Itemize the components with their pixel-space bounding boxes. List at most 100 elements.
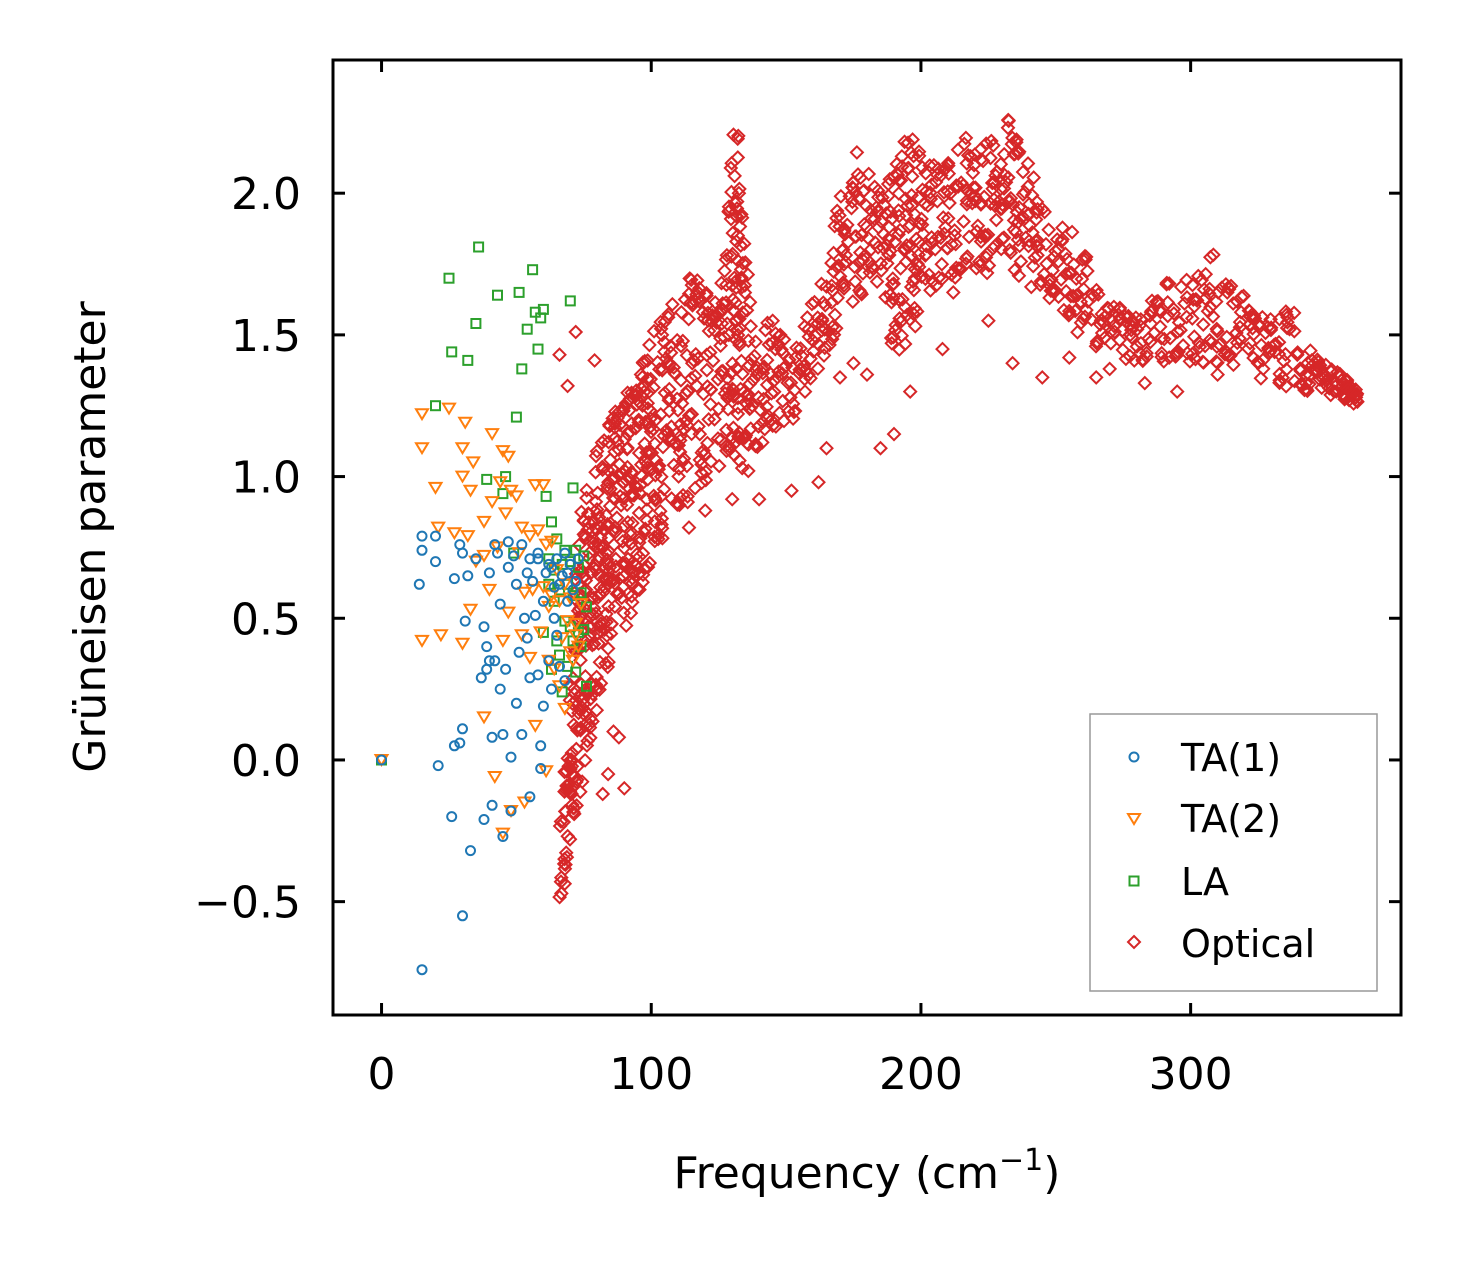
optical-point xyxy=(735,305,751,321)
optical-point xyxy=(847,259,862,275)
optical-point xyxy=(739,435,755,451)
optical-point xyxy=(801,367,816,383)
optical-point xyxy=(980,313,996,329)
optical-point xyxy=(1250,355,1266,371)
optical-point xyxy=(1003,190,1019,206)
optical-point xyxy=(1010,214,1026,230)
optical-point xyxy=(673,372,689,388)
ta1-point xyxy=(486,731,498,743)
ta2-point xyxy=(460,530,476,544)
legend-label-ta1: TA(1) xyxy=(1180,736,1281,780)
optical-point xyxy=(725,292,741,308)
ta2-point xyxy=(532,626,549,640)
ta2-point xyxy=(522,651,538,665)
optical-point xyxy=(836,221,852,237)
optical-point xyxy=(801,321,817,337)
ta1-point xyxy=(489,655,501,667)
optical-point xyxy=(993,241,1009,257)
optical-point xyxy=(994,231,1010,247)
optical-point xyxy=(785,396,801,412)
optical-point xyxy=(824,278,840,294)
optical-point xyxy=(740,267,756,283)
optical-point xyxy=(1000,170,1016,185)
optical-point xyxy=(891,186,907,201)
optical-point xyxy=(891,203,906,219)
ta1-point xyxy=(521,632,533,644)
optical-point xyxy=(873,262,889,278)
optical-point xyxy=(577,752,593,768)
ta1-point xyxy=(537,595,549,607)
legend-marker-ta2 xyxy=(1126,813,1142,826)
la-point xyxy=(567,482,579,494)
optical-point xyxy=(1045,263,1061,278)
optical-point xyxy=(732,453,747,469)
optical-point xyxy=(882,243,898,259)
optical-point xyxy=(981,258,997,273)
optical-point xyxy=(1221,279,1236,295)
optical-point xyxy=(727,168,743,184)
optical-point xyxy=(909,304,925,319)
ta2-point xyxy=(492,476,508,490)
ta2-point xyxy=(570,640,587,654)
ta1-point xyxy=(432,760,444,772)
optical-point xyxy=(629,479,645,495)
optical-point xyxy=(853,285,869,300)
optical-point xyxy=(656,481,672,497)
optical-point xyxy=(618,618,634,634)
optical-point xyxy=(607,444,623,460)
optical-point xyxy=(616,780,632,796)
optical-point xyxy=(661,306,676,322)
optical-point xyxy=(933,230,949,246)
la-point xyxy=(581,680,592,692)
optical-point xyxy=(1038,236,1054,252)
optical-point xyxy=(816,347,832,363)
optical-point xyxy=(944,237,960,253)
ta2-point xyxy=(446,527,463,541)
ta2-point xyxy=(481,583,498,597)
ta1-point xyxy=(510,697,522,709)
optical-point xyxy=(826,327,842,343)
ta2-point xyxy=(527,719,544,733)
optical-point xyxy=(678,386,694,402)
optical-point xyxy=(927,241,943,257)
optical-point xyxy=(562,761,578,777)
optical-point xyxy=(945,284,961,300)
optical-point xyxy=(792,362,808,378)
optical-point xyxy=(1287,373,1303,389)
optical-point xyxy=(1225,357,1241,373)
ta2-point xyxy=(462,484,479,498)
optical-point xyxy=(648,452,664,468)
optical-point xyxy=(654,530,670,546)
optical-point xyxy=(818,279,834,294)
optical-point xyxy=(1278,361,1294,377)
optical-point xyxy=(730,128,746,144)
optical-point xyxy=(1068,288,1084,304)
optical-point xyxy=(1064,224,1080,240)
ta1-point xyxy=(483,567,495,579)
la-point xyxy=(510,411,522,423)
ta1-point xyxy=(448,573,460,585)
optical-point xyxy=(680,488,696,504)
la-point xyxy=(443,272,455,284)
optical-point xyxy=(1077,248,1093,264)
optical-point xyxy=(915,226,931,242)
optical-point xyxy=(1000,120,1016,136)
optical-point xyxy=(842,188,858,204)
optical-point xyxy=(640,559,656,575)
optical-point xyxy=(1088,369,1104,385)
ta2-point xyxy=(454,470,471,484)
optical-point xyxy=(593,675,609,691)
optical-point xyxy=(774,342,789,358)
la-point xyxy=(470,318,482,329)
optical-point xyxy=(869,274,885,290)
optical-point xyxy=(760,408,776,424)
ta2-point xyxy=(457,416,473,430)
la-point xyxy=(513,286,525,298)
optical-point xyxy=(619,497,635,513)
ta2-point xyxy=(514,629,530,643)
optical-point xyxy=(1332,369,1348,385)
optical-point xyxy=(718,422,734,438)
optical-point xyxy=(584,637,600,653)
ta1-point xyxy=(524,791,536,803)
optical-point xyxy=(1059,251,1075,267)
